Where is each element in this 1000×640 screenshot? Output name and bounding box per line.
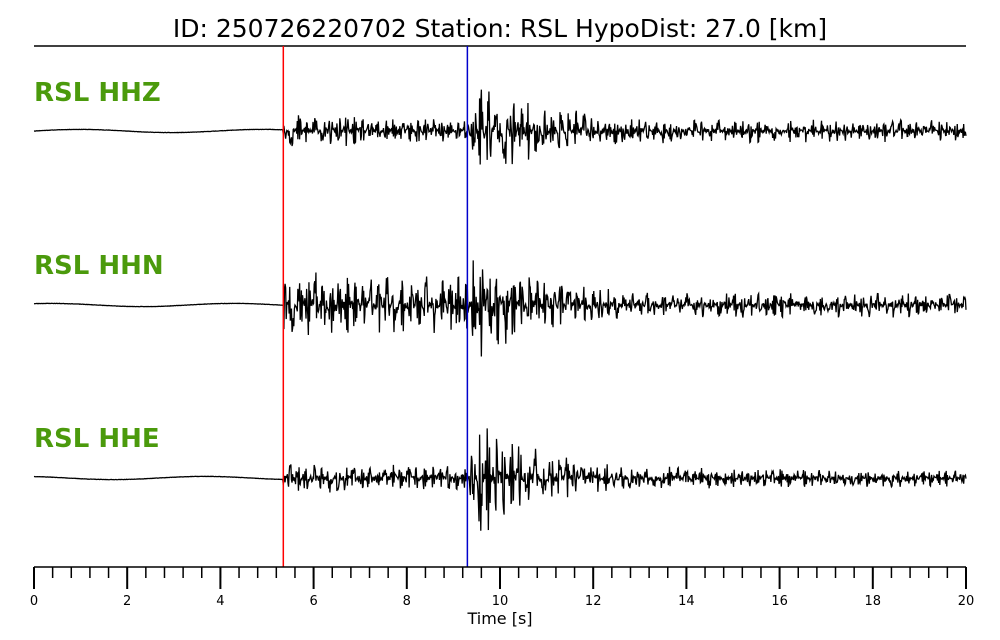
x-tick-label: 20 xyxy=(958,594,975,609)
x-tick-label: 14 xyxy=(678,594,695,609)
x-tick-label: 18 xyxy=(865,594,882,609)
phase-markers xyxy=(282,46,469,567)
chart-title: ID: 250726220702 Station: RSL HypoDist: … xyxy=(173,14,827,43)
x-tick-label: 6 xyxy=(309,594,317,609)
x-tick-label: 8 xyxy=(403,594,411,609)
x-tick-label: 10 xyxy=(492,594,509,609)
seismic-trace xyxy=(33,428,967,531)
time-axis: 0 2 4 6 8 10 12 14 16 18 20 xyxy=(30,566,975,609)
x-tick-label: 16 xyxy=(771,594,788,609)
x-tick-label: 0 xyxy=(30,594,38,609)
trace-label: RSL HHN xyxy=(34,251,164,281)
x-tick-label: 12 xyxy=(585,594,602,609)
trace-label: RSL HHE xyxy=(34,424,160,454)
x-tick-label: 4 xyxy=(216,594,224,609)
trace-label: RSL HHZ xyxy=(34,78,161,108)
x-axis-label: Time [s] xyxy=(466,609,532,628)
seismic-trace xyxy=(33,260,967,357)
x-tick-label: 2 xyxy=(123,594,131,609)
seismic-trace xyxy=(33,89,967,165)
trace-group: RSL HHZ RSL HHN RSL HHE xyxy=(33,78,967,531)
